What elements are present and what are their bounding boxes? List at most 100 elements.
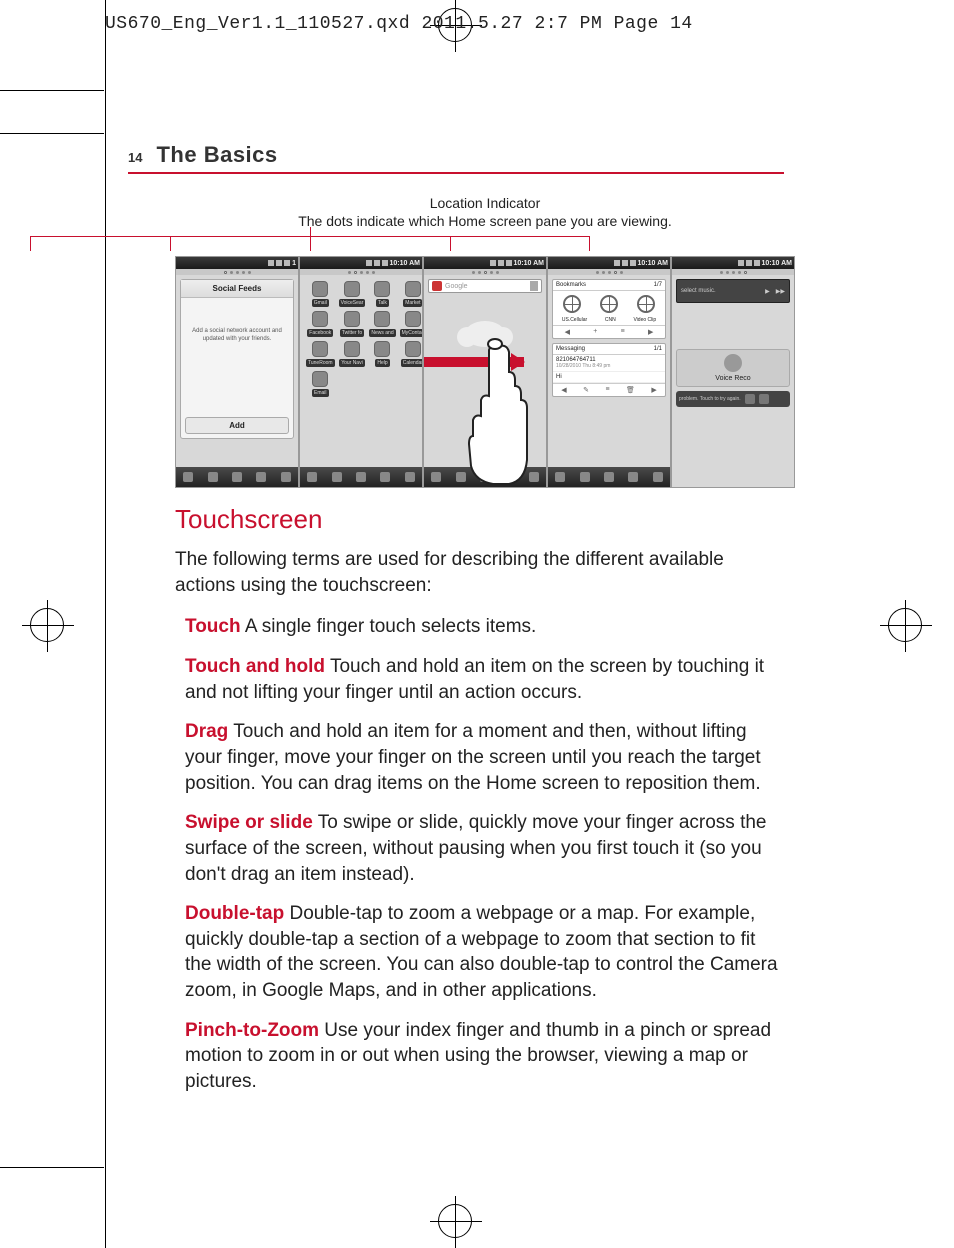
app-icon: Gmail [306, 281, 335, 307]
app-icon: Help [369, 341, 395, 367]
status-bar: 10:10 AM [672, 257, 794, 269]
section-title: The Basics [156, 142, 277, 168]
dock [300, 467, 422, 487]
voice-label: Voice Reco [681, 375, 785, 382]
app-icon: Email [306, 371, 335, 397]
figure-caption-title: Location Indicator [175, 195, 795, 211]
term-name: Pinch-to-Zoom [185, 1020, 319, 1041]
google-icon [432, 281, 442, 291]
page-number: 14 [128, 150, 142, 165]
term-name: Touch [185, 616, 241, 637]
status-bar: 10:10 AM [424, 257, 546, 269]
mic-icon [530, 281, 538, 291]
status-bar: 10:10 AM [300, 257, 422, 269]
app-icon: Market [400, 281, 423, 307]
status-bar: 1 [176, 257, 298, 269]
page-indicator [176, 269, 298, 275]
term-desc: Touch and hold an item for a moment and … [185, 721, 761, 793]
msg-date: 10/28/2010 Thu 8:49 pm [556, 363, 662, 369]
music-widget: select music. ▶ ▶▶ [676, 279, 790, 303]
home-pane-5: 10:10 AM select music. ▶ ▶▶ Voice Reco p… [671, 256, 795, 488]
social-feeds-widget: Social Feeds Add a social network accoun… [180, 279, 294, 439]
crop-mark [0, 133, 104, 134]
section-header: 14 The Basics [128, 142, 784, 174]
term-name: Touch and hold [185, 656, 325, 677]
msg-preview: Hi [553, 372, 665, 383]
term-definition: Pinch-to-Zoom Use your index finger and … [185, 1018, 785, 1095]
intro-paragraph: The following terms are used for describ… [175, 547, 785, 598]
page-indicator [548, 269, 670, 275]
clock: 10:10 AM [638, 260, 668, 267]
widget-title: Bookmarks [556, 282, 586, 288]
callout-bracket [30, 236, 590, 256]
app-icon: MyContac [400, 311, 423, 337]
next-icon: ▶▶ [776, 288, 785, 295]
manual-page: US670_Eng_Ver1.1_110527.qxd 2011.5.27 2:… [0, 0, 954, 1248]
widget-text: Add a social network account and updated… [181, 298, 293, 413]
page-indicator [672, 269, 794, 275]
problem-widget: problem. Touch to try again. [676, 391, 790, 407]
add-button: Add [185, 417, 289, 434]
clock: 10:10 AM [390, 260, 420, 267]
status-right: 1 [292, 260, 296, 267]
clock: 10:10 AM [762, 260, 792, 267]
count: 1/1 [654, 346, 662, 352]
prepress-header: US670_Eng_Ver1.1_110527.qxd 2011.5.27 2:… [105, 14, 693, 34]
home-screens-mockup: 1 Social Feeds Add a social network acco… [175, 256, 795, 488]
bookmark-label: CNN [605, 317, 616, 323]
home-pane-1: 1 Social Feeds Add a social network acco… [175, 256, 299, 488]
music-label: select music. [681, 288, 716, 294]
globe-icon [600, 295, 618, 313]
hand-pointer-icon [465, 336, 535, 486]
term-name: Swipe or slide [185, 812, 313, 833]
globe-icon [563, 295, 581, 313]
play-icon: ▶ [765, 288, 770, 295]
app-icon: Your Navi [339, 341, 366, 367]
google-search-widget: Google [428, 279, 542, 293]
heading-touchscreen: Touchscreen [175, 502, 785, 537]
body-text: Touchscreen The following terms are used… [175, 502, 785, 1109]
globe-icon [637, 295, 655, 313]
widget-title: Messaging [556, 346, 585, 352]
app-icon: Talk [369, 281, 395, 307]
app-grid: GmailVoiceSearTalkMarketFacebookTwitter … [300, 275, 422, 403]
bookmarks-widget: Bookmarks1/7 US.CellularCNNVideo Clip ◀+… [552, 279, 666, 339]
widget-title: Social Feeds [181, 280, 293, 298]
search-icon [759, 394, 769, 404]
home-pane-4: 10:10 AM Bookmarks 1/7 US.Cellular CNN Vide… [547, 256, 671, 488]
status-bar: 10:10 AM [548, 257, 670, 269]
crop-mark [0, 90, 104, 91]
app-icon: Calendar [400, 341, 423, 367]
app-icon: Facebook [306, 311, 335, 337]
voice-recorder-widget: Voice Reco [676, 349, 790, 387]
problem-text: problem. Touch to try again. [679, 396, 741, 402]
figure-caption-sub: The dots indicate which Home screen pane… [175, 213, 795, 229]
term-name: Drag [185, 721, 228, 742]
registration-mark [880, 600, 932, 652]
term-name: Double-tap [185, 903, 284, 924]
clock: 10:10 AM [514, 260, 544, 267]
app-icon: News and [369, 311, 395, 337]
crop-mark [105, 0, 106, 1248]
dock [176, 467, 298, 487]
term-definition: Touch A single finger touch selects item… [185, 614, 785, 640]
term-definition: Double-tap Double-tap to zoom a webpage … [185, 901, 785, 1004]
registration-mark [22, 600, 74, 652]
messaging-widget: Messaging1/1 821064764711 10/28/2010 Thu… [552, 343, 666, 397]
term-desc: A single finger touch selects items. [241, 616, 537, 637]
search-placeholder: Google [445, 283, 468, 290]
mic-icon [724, 354, 742, 372]
page-indicator [424, 269, 546, 275]
dock [548, 467, 670, 487]
bookmark-label: Video Clip [633, 317, 656, 323]
camera-icon [745, 394, 755, 404]
crop-mark [0, 1167, 104, 1168]
registration-mark [430, 1196, 482, 1248]
term-definition: Drag Touch and hold an item for a moment… [185, 719, 785, 796]
app-icon: VoiceSear [339, 281, 366, 307]
app-icon: TuneRoom [306, 341, 335, 367]
term-definition: Touch and hold Touch and hold an item on… [185, 654, 785, 705]
home-pane-2: 10:10 AM GmailVoiceSearTalkMarket Faceboo… [299, 256, 423, 488]
count: 1/7 [654, 282, 662, 288]
bookmark-label: US.Cellular [562, 317, 587, 323]
